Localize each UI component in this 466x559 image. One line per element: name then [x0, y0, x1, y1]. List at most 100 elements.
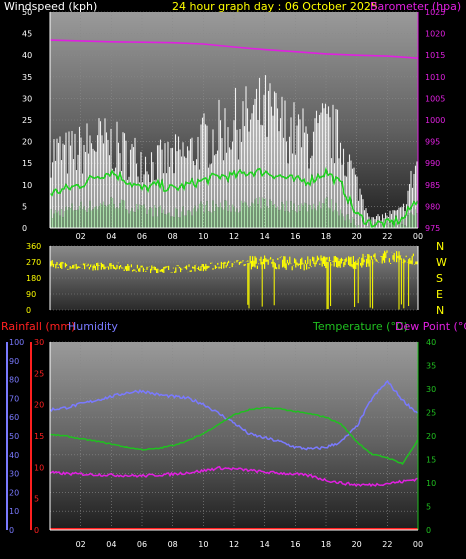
temperature-line — [49, 406, 419, 465]
wind-x-tick-label: 04 — [106, 232, 116, 241]
wind-y-tick-label: 50 — [22, 8, 32, 17]
climate-axes: 0 10 20 30 40 50 60 70 80 90 100 0 5 10 15 20 25 30 0 5 10 15… — [6, 338, 436, 549]
climate-x-tick-label: 18 — [321, 540, 331, 549]
rain-y-tick-label: 5 — [34, 495, 39, 504]
direction-y-tick-label: 180 — [26, 274, 41, 283]
humidity-y-tick-label: 20 — [9, 488, 19, 497]
climate-x-tick-label: 12 — [229, 540, 239, 549]
dewpoint-label: Dew Point (°C) — [395, 320, 466, 333]
wind-y-tick-label: 45 — [22, 30, 32, 39]
humidity-y-tick-label: 80 — [9, 376, 19, 385]
climate-series-group — [49, 379, 419, 530]
rain-y-tick-label: 20 — [34, 401, 44, 410]
temperature-y-tick-label: 15 — [426, 456, 436, 465]
humidity-y-tick-label: 100 — [9, 338, 24, 347]
wind-x-tick-label: 20 — [352, 232, 362, 241]
wind-y-tick-label: 10 — [22, 181, 32, 190]
rain-y-tick-label: 10 — [34, 463, 44, 472]
direction-letter-n-top: N — [436, 240, 444, 253]
temperature-y-tick-label: 5 — [426, 503, 431, 512]
direction-letter-s: S — [436, 272, 443, 285]
wind-series-group — [49, 39, 419, 230]
wind-average-line — [49, 166, 419, 230]
humidity-y-tick-label: 50 — [9, 432, 19, 441]
temperature-y-tick-label: 20 — [426, 432, 436, 441]
barometer-y-tick-label: 1005 — [425, 94, 445, 103]
direction-letter-e: E — [436, 288, 443, 301]
wind-y-tick-label: 15 — [22, 159, 32, 168]
temperature-y-tick-label: 35 — [426, 362, 436, 371]
barometer-y-tick-label: 990 — [425, 159, 440, 168]
wind-x-tick-label: 08 — [168, 232, 178, 241]
wind-x-tick-label: 18 — [321, 232, 331, 241]
graph-title: 24 hour graph day : 06 October 2025 — [172, 0, 378, 13]
direction-axes: 0 90 180 270 360 — [26, 242, 419, 315]
barometer-label: Barometer (hpa) — [370, 0, 461, 13]
climate-x-tick-label: 10 — [198, 540, 208, 549]
temperature-y-tick-label: 10 — [426, 479, 436, 488]
climate-x-tick-label: 14 — [260, 540, 270, 549]
temperature-y-tick-label: 25 — [426, 409, 436, 418]
barometer-y-tick-label: 1020 — [425, 30, 445, 39]
wind-y-tick-label: 0 — [22, 224, 27, 233]
climate-x-tick-label: 16 — [290, 540, 300, 549]
wind-x-tick-label: 16 — [290, 232, 300, 241]
climate-x-tick-label: 22 — [382, 540, 392, 549]
wind-y-tick-label: 20 — [22, 138, 32, 147]
wind-y-tick-label: 35 — [22, 73, 32, 82]
direction-series-group — [50, 250, 418, 310]
climate-x-tick-label: 00 — [413, 540, 423, 549]
humidity-line — [49, 379, 419, 451]
humidity-label: Humidity — [68, 320, 118, 333]
direction-y-tick-label: 90 — [26, 290, 36, 299]
humidity-y-tick-label: 40 — [9, 451, 19, 460]
rain-y-tick-label: 0 — [34, 526, 39, 535]
direction-y-tick-label: 360 — [26, 242, 41, 251]
climate-x-tick-label: 08 — [168, 540, 178, 549]
climate-x-tick-label: 04 — [106, 540, 116, 549]
windspeed-label: Windspeed (kph) — [4, 0, 97, 13]
wind-x-tick-label: 00 — [413, 232, 423, 241]
wind-x-tick-label: 14 — [260, 232, 270, 241]
wind-y-tick-label: 5 — [22, 202, 27, 211]
humidity-y-tick-label: 90 — [9, 357, 19, 366]
barometer-y-tick-label: 980 — [425, 202, 440, 211]
barometer-y-tick-label: 1000 — [425, 116, 445, 125]
wind-axes: 0510152025303540455097598098599099510001… — [22, 8, 445, 241]
wind-y-tick-label: 25 — [22, 116, 32, 125]
humidity-y-tick-label: 70 — [9, 394, 19, 403]
barometer-y-tick-label: 1010 — [425, 73, 445, 82]
temperature-y-tick-label: 40 — [426, 338, 436, 347]
barometer-line — [49, 39, 419, 59]
temperature-label: Temperature (°C) — [312, 320, 408, 333]
direction-letter-w: W — [436, 256, 447, 269]
barometer-y-tick-label: 1025 — [425, 8, 445, 17]
rainfall-label: Rainfall (mm) — [1, 320, 75, 333]
wind-x-tick-label: 12 — [229, 232, 239, 241]
barometer-y-tick-label: 975 — [425, 224, 440, 233]
climate-x-tick-label: 06 — [137, 540, 147, 549]
wind-x-tick-label: 22 — [382, 232, 392, 241]
temperature-y-tick-label: 30 — [426, 385, 436, 394]
wind-y-tick-label: 40 — [22, 51, 32, 60]
rain-y-tick-label: 15 — [34, 432, 44, 441]
dewpoint-line — [49, 465, 418, 488]
wind-x-tick-label: 10 — [198, 232, 208, 241]
direction-y-tick-label: 0 — [26, 306, 31, 315]
rain-y-tick-label: 30 — [34, 338, 44, 347]
wind-y-tick-label: 30 — [22, 94, 32, 103]
climate-x-tick-label: 20 — [352, 540, 362, 549]
rain-y-tick-label: 25 — [34, 369, 44, 378]
wind-x-tick-label: 02 — [76, 232, 86, 241]
direction-y-tick-label: 270 — [26, 258, 41, 267]
barometer-y-tick-label: 1015 — [425, 51, 445, 60]
barometer-y-tick-label: 985 — [425, 181, 440, 190]
humidity-y-tick-label: 60 — [9, 413, 19, 422]
climate-x-tick-label: 02 — [76, 540, 86, 549]
humidity-y-tick-label: 30 — [9, 470, 19, 479]
barometer-y-tick-label: 995 — [425, 138, 440, 147]
temperature-y-tick-label: 0 — [426, 526, 431, 535]
direction-letter-n-bottom: N — [436, 304, 444, 317]
humidity-y-tick-label: 0 — [9, 526, 14, 535]
